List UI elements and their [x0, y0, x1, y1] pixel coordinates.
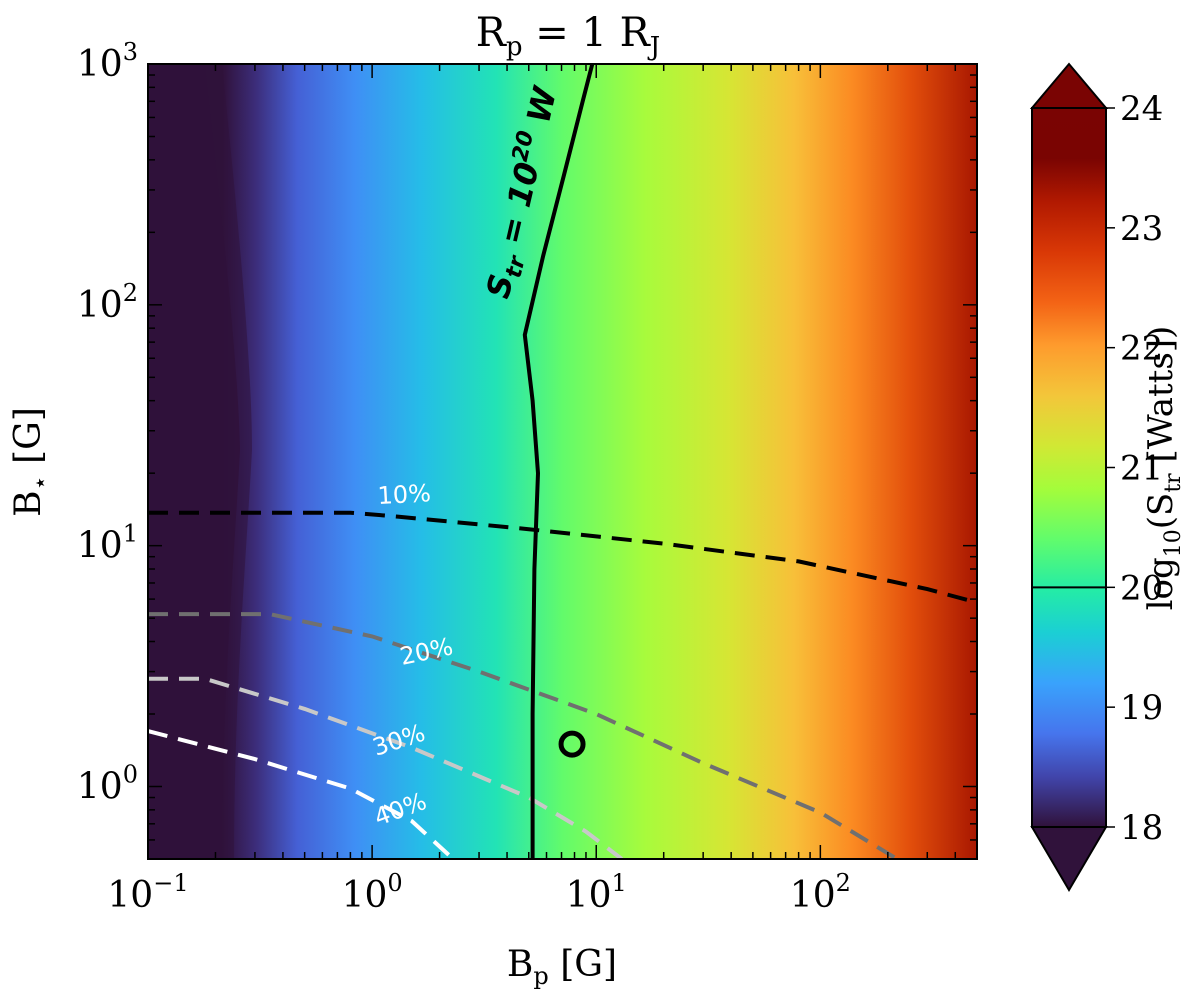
y-axis-label: B⋆ [G] — [8, 407, 54, 517]
dashed-contour-10pct — [148, 510, 977, 605]
colorbar-tick-label: 21 — [1120, 449, 1163, 489]
y-axis: 100 101 102 103 — [77, 38, 977, 860]
colorbar-extend-bottom — [1030, 826, 1108, 892]
x-tick-label: 102 — [790, 869, 851, 916]
x-tick-label: 100 — [342, 869, 403, 916]
dashed-contour-20pct — [148, 612, 899, 859]
x-tick-label: 10−1 — [107, 869, 188, 916]
colorbar-tick-label: 20 — [1120, 568, 1163, 608]
dashed-contour-40pct — [148, 729, 455, 859]
marker-circle — [558, 730, 586, 758]
colorbar: 18 19 20 21 22 23 24 log10(Str [Watts]) — [1029, 62, 1186, 892]
colorbar-tick-label: 18 — [1120, 808, 1163, 848]
y-tick-label: 102 — [77, 279, 138, 326]
dashed-contour-30pct — [148, 676, 624, 859]
colorbar-tick-label: 24 — [1120, 89, 1163, 129]
x-axis-label: Bp [G] — [507, 944, 617, 989]
colorbar-body — [1032, 108, 1106, 827]
plot-frame — [147, 63, 978, 860]
y-tick-label: 101 — [77, 520, 138, 567]
colorbar-tick-label: 19 — [1120, 688, 1163, 728]
y-tick-label: 100 — [77, 761, 138, 808]
colorbar-tick-label: 22 — [1120, 329, 1163, 369]
x-axis: 10−1 100 101 102 — [107, 64, 978, 916]
heatmap-field — [148, 64, 977, 859]
y-tick-label: 103 — [77, 38, 138, 85]
colorbar-extend-top — [1029, 62, 1109, 109]
solid-contour-line — [522, 64, 595, 859]
colorbar-tick-label: 23 — [1120, 209, 1163, 249]
chart-title: Rp = 1 RJ — [476, 10, 660, 62]
contour-label-10: 10% — [377, 479, 432, 510]
colorbar-label: log10(Str [Watts]) — [1141, 326, 1186, 611]
x-tick-label: 101 — [566, 869, 627, 916]
